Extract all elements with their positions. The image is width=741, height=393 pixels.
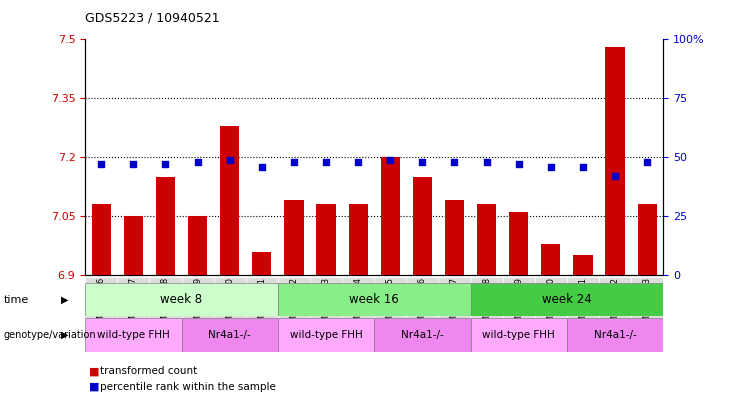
Bar [574, 255, 593, 275]
FancyBboxPatch shape [246, 277, 278, 332]
FancyBboxPatch shape [342, 277, 374, 332]
Bar [605, 47, 625, 275]
Text: ▶: ▶ [61, 330, 68, 340]
Point [448, 159, 460, 165]
FancyBboxPatch shape [278, 283, 471, 316]
FancyBboxPatch shape [117, 277, 150, 332]
Text: GDS5223 / 10940521: GDS5223 / 10940521 [85, 12, 220, 25]
Text: Nr4a1-/-: Nr4a1-/- [401, 330, 444, 340]
Text: GSM1322692: GSM1322692 [290, 277, 299, 332]
Bar [445, 200, 464, 275]
Text: GSM1322701: GSM1322701 [579, 277, 588, 332]
Point [288, 159, 300, 165]
Text: GSM1322693: GSM1322693 [322, 277, 330, 332]
Text: GSM1322695: GSM1322695 [386, 277, 395, 332]
Text: GSM1322699: GSM1322699 [514, 277, 523, 332]
Point [513, 161, 525, 167]
Text: genotype/variation: genotype/variation [4, 330, 96, 340]
Point [96, 161, 107, 167]
Text: ■: ■ [89, 382, 99, 392]
Text: transformed count: transformed count [100, 366, 197, 376]
Point [416, 159, 428, 165]
FancyBboxPatch shape [471, 283, 663, 316]
FancyBboxPatch shape [439, 277, 471, 332]
Text: GSM1322690: GSM1322690 [225, 277, 234, 332]
FancyBboxPatch shape [535, 277, 567, 332]
Bar [413, 177, 432, 275]
Point [320, 159, 332, 165]
FancyBboxPatch shape [406, 277, 439, 332]
Text: GSM1322694: GSM1322694 [353, 277, 362, 332]
FancyBboxPatch shape [567, 318, 663, 352]
Point [352, 159, 364, 165]
Text: wild-type FHH: wild-type FHH [290, 330, 362, 340]
Text: Nr4a1-/-: Nr4a1-/- [208, 330, 251, 340]
Bar [92, 204, 111, 275]
Bar [252, 252, 271, 275]
Bar [124, 216, 143, 275]
Text: GSM1322700: GSM1322700 [546, 277, 555, 332]
Bar [348, 204, 368, 275]
Text: ■: ■ [89, 366, 99, 376]
FancyBboxPatch shape [278, 277, 310, 332]
Text: GSM1322686: GSM1322686 [97, 276, 106, 333]
Point [127, 161, 139, 167]
Point [256, 163, 268, 170]
Text: week 8: week 8 [161, 293, 202, 306]
FancyBboxPatch shape [599, 277, 631, 332]
FancyBboxPatch shape [502, 277, 535, 332]
Text: GSM1322696: GSM1322696 [418, 277, 427, 332]
Bar [220, 126, 239, 275]
FancyBboxPatch shape [85, 318, 182, 352]
FancyBboxPatch shape [85, 277, 117, 332]
Point [577, 163, 589, 170]
FancyBboxPatch shape [182, 318, 278, 352]
Text: week 16: week 16 [349, 293, 399, 306]
Text: GSM1322698: GSM1322698 [482, 277, 491, 332]
Point [481, 159, 493, 165]
Text: time: time [4, 295, 29, 305]
Bar [509, 212, 528, 275]
Point [545, 163, 556, 170]
FancyBboxPatch shape [182, 277, 213, 332]
Text: GSM1322688: GSM1322688 [161, 276, 170, 333]
FancyBboxPatch shape [471, 318, 567, 352]
FancyBboxPatch shape [374, 318, 471, 352]
Text: wild-type FHH: wild-type FHH [482, 330, 555, 340]
Text: GSM1322689: GSM1322689 [193, 277, 202, 332]
FancyBboxPatch shape [310, 277, 342, 332]
Bar [541, 244, 560, 275]
Point [192, 159, 204, 165]
Text: percentile rank within the sample: percentile rank within the sample [100, 382, 276, 392]
Text: wild-type FHH: wild-type FHH [97, 330, 170, 340]
FancyBboxPatch shape [567, 277, 599, 332]
Bar [381, 157, 400, 275]
Text: week 24: week 24 [542, 293, 592, 306]
Text: ▶: ▶ [61, 295, 68, 305]
FancyBboxPatch shape [213, 277, 246, 332]
Point [641, 159, 653, 165]
FancyBboxPatch shape [150, 277, 182, 332]
Bar [477, 204, 496, 275]
Text: GSM1322697: GSM1322697 [450, 277, 459, 332]
Point [224, 156, 236, 163]
FancyBboxPatch shape [85, 283, 278, 316]
FancyBboxPatch shape [374, 277, 406, 332]
Text: GSM1322691: GSM1322691 [257, 277, 266, 332]
Text: GSM1322702: GSM1322702 [611, 277, 619, 332]
Point [385, 156, 396, 163]
Text: GSM1322687: GSM1322687 [129, 276, 138, 333]
Bar [285, 200, 304, 275]
Bar [156, 177, 175, 275]
Point [159, 161, 171, 167]
Text: Nr4a1-/-: Nr4a1-/- [594, 330, 637, 340]
Point [609, 173, 621, 179]
Bar [188, 216, 207, 275]
Bar [637, 204, 657, 275]
FancyBboxPatch shape [471, 277, 502, 332]
FancyBboxPatch shape [278, 318, 374, 352]
FancyBboxPatch shape [631, 277, 663, 332]
Bar [316, 204, 336, 275]
Text: GSM1322703: GSM1322703 [642, 277, 651, 332]
